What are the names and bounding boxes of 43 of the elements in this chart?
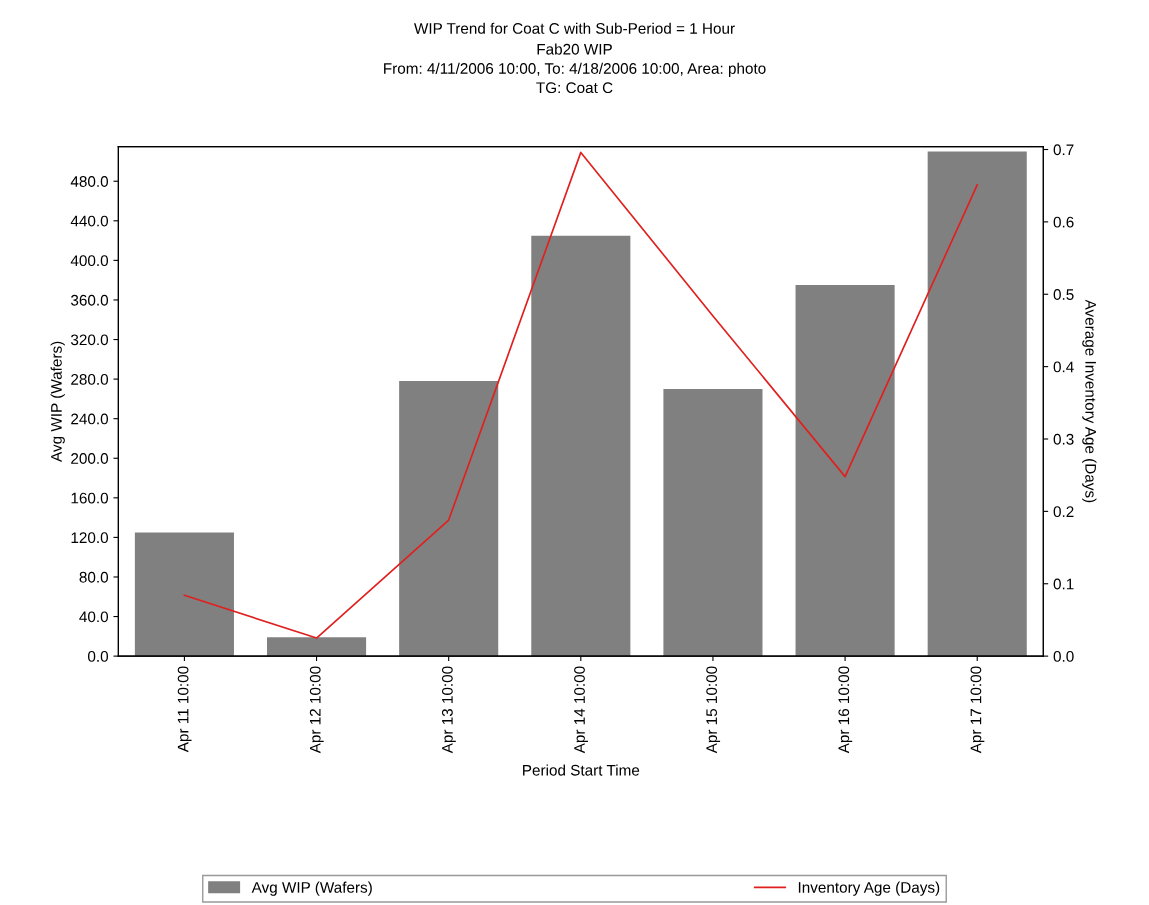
y2-tick-label: 0.0 [1053, 650, 1074, 662]
y2-tick-label: 0.2 [1053, 506, 1074, 518]
y-tick-label: 360.0 [70, 294, 109, 306]
x-axis-title: Period Start Time [523, 764, 640, 776]
y2-tick-label: 0.6 [1053, 216, 1074, 228]
x-tick-label: Apr 17 10:00 [970, 666, 985, 754]
y-tick-label: 200.0 [71, 453, 109, 464]
y-tick-label: 280.0 [71, 373, 109, 385]
line-series [183, 151, 979, 639]
y-tick-label: 400.0 [70, 255, 109, 267]
y2-tick-label: 0.7 [1053, 144, 1074, 156]
y2-tick-label: 0.3 [1053, 433, 1074, 445]
bar [795, 285, 895, 657]
x-tick-label: Apr 13 10:00 [441, 666, 456, 754]
x-tick-label: Apr 15 10:00 [706, 666, 721, 754]
y-axis-title: Avg WIP (Wafers) [50, 341, 65, 462]
chart-subtitle: Fab20 WIP From: 4/11/2006 10:00, To: 4/18/2006 10:00, Area: photo TG: Coat C [384, 43, 766, 94]
y-tick-label: 160.0 [71, 492, 109, 504]
legend-label: Avg WIP (Wafers) [251, 881, 372, 896]
y2-axis-title: Average Inventory Age (Days) [1082, 299, 1097, 503]
bar [927, 151, 1027, 657]
bar [663, 389, 763, 657]
bar [531, 235, 631, 657]
x-tick-label: Apr 16 10:00 [838, 666, 853, 754]
y-tick-label: 240.0 [71, 413, 109, 425]
y-tick-label: 0.0 [87, 650, 109, 662]
y2-tick-label: 0.5 [1053, 289, 1074, 300]
bar [134, 532, 234, 657]
x-tick-label: Apr 14 10:00 [574, 666, 588, 754]
y-tick-label: 80.0 [79, 571, 109, 583]
chart-title: WIP Trend for Coat C with Sub-Period = 1 Hour [414, 22, 735, 34]
y-tick-label: 440.0 [70, 215, 109, 227]
y2-tick-label: 0.4 [1053, 361, 1074, 373]
y2-tick-label: 0.1 [1053, 578, 1074, 590]
y-tick-label: 480.0 [70, 176, 109, 187]
y-tick-label: 320.0 [70, 334, 109, 346]
y-tick-label: 120.0 [71, 532, 109, 544]
x-tick-label: Apr 12 10:00 [309, 666, 324, 754]
x-tick-label: Apr 11 10:00 [177, 666, 192, 753]
bar [399, 381, 499, 657]
legend-label: Inventory Age (Days) [798, 881, 940, 896]
y-tick-label: 40.0 [79, 611, 109, 623]
bar [267, 637, 367, 657]
